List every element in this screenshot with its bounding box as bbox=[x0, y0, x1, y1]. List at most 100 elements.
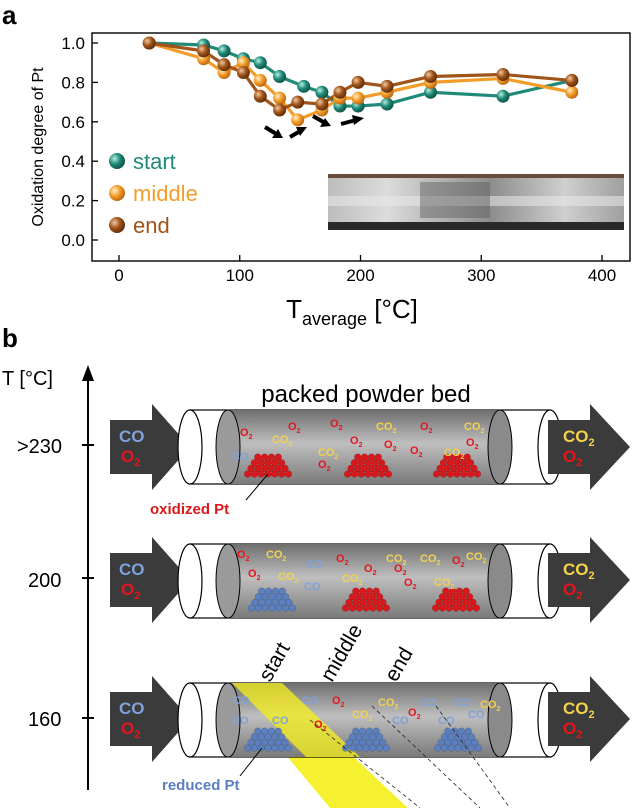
pt-particle bbox=[379, 598, 387, 607]
pt-particle bbox=[254, 453, 262, 461]
inlet-o2-high-sub: 2 bbox=[134, 457, 140, 469]
pt-particle bbox=[469, 598, 477, 607]
data-point-end bbox=[291, 95, 305, 109]
pt-particle bbox=[365, 598, 374, 607]
gas-label-text: O bbox=[394, 563, 403, 575]
gas-label-co2: CO2 bbox=[352, 709, 373, 723]
gas-label-subscript: 2 bbox=[373, 570, 377, 577]
data-point-start bbox=[253, 56, 267, 70]
pt-particle bbox=[375, 593, 384, 601]
pt-particle bbox=[285, 598, 293, 607]
pt-particle bbox=[466, 459, 475, 467]
pt-particle bbox=[369, 593, 377, 601]
pt-particle bbox=[360, 453, 369, 461]
gas-label-co: CO bbox=[306, 559, 323, 571]
gas-label-subscript: 2 bbox=[417, 714, 421, 721]
pt-particle bbox=[367, 464, 376, 473]
gas-label-subscript: 2 bbox=[393, 428, 397, 435]
outlet-co2-high: CO2 bbox=[563, 427, 595, 449]
data-point-end bbox=[565, 73, 579, 87]
series-layer bbox=[142, 36, 579, 127]
y-tick-label: 0.0 bbox=[61, 231, 85, 250]
inlet-o2-160-sub: 2 bbox=[134, 729, 140, 741]
inlet-o2-high-o: O bbox=[121, 447, 134, 466]
data-point-start bbox=[315, 85, 329, 99]
pt-particle bbox=[271, 587, 280, 595]
gas-label-co2: CO2 bbox=[466, 551, 487, 565]
pt-particle bbox=[365, 587, 374, 595]
gas-label-text: CO bbox=[352, 709, 369, 721]
gas-label-co: CO bbox=[304, 581, 321, 593]
pt-particle bbox=[277, 733, 286, 741]
inlet-o2-200-o: O bbox=[121, 580, 134, 599]
pt-particle bbox=[369, 744, 377, 752]
gas-label-text: CO bbox=[464, 421, 481, 433]
inlet-co-high: CO bbox=[119, 427, 145, 446]
gas-label-text: CO bbox=[278, 571, 295, 583]
gas-label-text: O bbox=[332, 695, 341, 707]
gas-label-co2: CO2 bbox=[444, 447, 465, 461]
outlet-o2-200: O2 bbox=[563, 580, 582, 602]
temperature-label-high: >230 bbox=[17, 436, 62, 458]
gas-label-text: O bbox=[314, 719, 323, 731]
pt-particle bbox=[442, 587, 450, 595]
arrow-4 bbox=[340, 115, 364, 126]
gas-label-text: O bbox=[410, 445, 419, 457]
legend-label-end: end bbox=[133, 213, 170, 238]
pt-particle bbox=[277, 459, 286, 467]
temperature-axis: T [°C] >230 200 160 bbox=[2, 365, 94, 790]
pt-particle bbox=[444, 738, 452, 747]
pt-particle bbox=[382, 744, 391, 752]
gas-label-subscript: 2 bbox=[437, 560, 441, 567]
gas-label-co2: CO2 bbox=[342, 573, 363, 587]
data-point-end bbox=[333, 85, 347, 99]
gas-label-o2: O2 bbox=[248, 568, 261, 582]
gas-label-co: CO bbox=[454, 697, 471, 709]
gas-label-co2: CO2 bbox=[464, 421, 485, 435]
pt-particle bbox=[271, 733, 279, 741]
gas-label-text: CO bbox=[318, 447, 335, 459]
gas-label-o2: O2 bbox=[336, 553, 349, 567]
gas-label-subscript: 2 bbox=[289, 441, 293, 448]
legend-label-middle: middle bbox=[133, 181, 198, 206]
inlet-co-200: CO bbox=[119, 560, 145, 579]
data-point-end bbox=[315, 97, 329, 111]
gas-label-o2: O2 bbox=[410, 445, 423, 459]
pt-particle bbox=[284, 744, 293, 752]
data-point-middle bbox=[351, 91, 365, 105]
gas-label-subscript: 2 bbox=[287, 702, 291, 709]
pt-particle bbox=[271, 744, 279, 752]
pt-particle bbox=[463, 453, 471, 461]
outlet-arrow-high: CO2 O2 bbox=[548, 404, 630, 490]
gas-label-co2: CO2 bbox=[434, 577, 455, 591]
gas-label-co: CO bbox=[468, 709, 485, 721]
legend-item-end: end bbox=[109, 213, 170, 238]
outlet-co2-160-co: CO bbox=[563, 699, 589, 718]
gas-label-co2: CO2 bbox=[420, 553, 441, 567]
temperature-label-160: 160 bbox=[28, 709, 61, 731]
gas-label-subscript: 2 bbox=[359, 580, 363, 587]
data-point-end bbox=[236, 66, 250, 80]
data-point-middle bbox=[291, 113, 305, 127]
beam-label-middle: middle bbox=[316, 620, 367, 685]
pt-particle bbox=[438, 604, 447, 612]
gas-label-subscript: 2 bbox=[295, 578, 299, 585]
gas-label-text: CO bbox=[378, 697, 395, 709]
pt-particle bbox=[459, 604, 467, 612]
gas-label-subscript: 2 bbox=[475, 444, 479, 451]
gas-label-subscript: 2 bbox=[403, 570, 407, 577]
gas-label-co: CO bbox=[233, 695, 250, 707]
pt-particle bbox=[274, 727, 282, 735]
pt-particle bbox=[375, 733, 384, 741]
gas-label-text: O bbox=[330, 418, 339, 430]
pt-particle bbox=[254, 604, 263, 612]
gas-label-text: O bbox=[452, 555, 461, 567]
x-tick-label: 300 bbox=[467, 266, 495, 285]
gas-label-subscript: 2 bbox=[297, 428, 301, 435]
pt-particle bbox=[267, 464, 276, 473]
gas-label-text: O bbox=[240, 427, 249, 439]
pt-particle bbox=[352, 727, 360, 735]
